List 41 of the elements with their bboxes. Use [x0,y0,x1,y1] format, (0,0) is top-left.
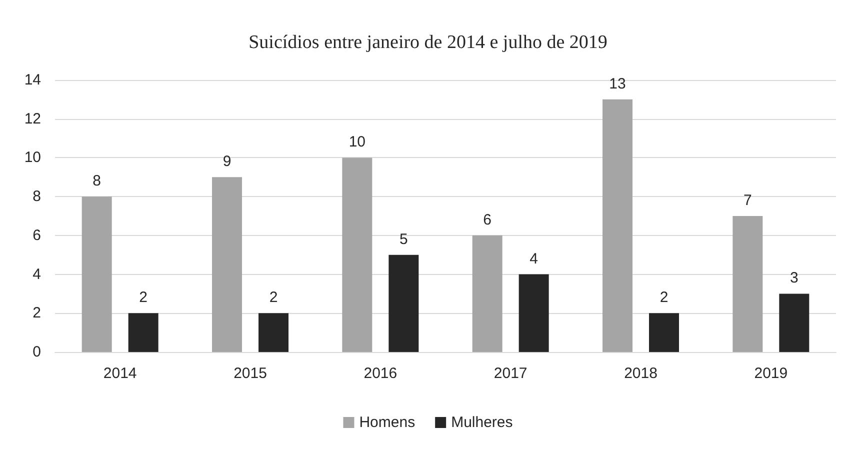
bar [212,177,242,352]
bar [128,313,158,352]
x-tick-label: 2014 [103,365,137,382]
bar [342,158,372,352]
data-label: 7 [743,192,752,209]
y-tick-label: 12 [24,110,41,128]
y-tick-label: 2 [32,304,41,322]
legend-label: Homens [359,414,416,431]
data-label: 2 [139,289,148,306]
bar [82,196,112,352]
data-label: 3 [790,270,798,287]
bar [472,235,502,352]
bar [518,274,549,352]
data-label: 5 [399,230,408,248]
bar [602,99,632,352]
bar [779,294,810,352]
x-tick-label: 2016 [364,365,398,382]
x-tick-label: 2015 [234,365,267,382]
x-tick-label: 2018 [624,365,658,382]
bar [388,254,419,352]
y-tick-label: 14 [24,72,41,88]
bar [732,216,763,352]
data-label: 4 [530,250,538,268]
data-label: 9 [222,153,232,170]
x-tick-label: 2019 [754,365,788,382]
data-label: 13 [609,75,626,92]
legend-label: Mulheres [451,414,513,431]
data-label: 2 [269,289,278,306]
data-label: 2 [660,289,668,306]
y-tick-label: 4 [32,266,41,283]
data-label: 8 [92,172,102,190]
bar [258,313,288,352]
y-tick-label: 6 [32,226,41,244]
chart-title: Suicídios entre janeiro de 2014 e julho de 2019 [248,32,608,53]
x-tick-label: 2017 [494,365,528,382]
data-label: 6 [483,211,492,228]
y-tick-label: 0 [32,344,41,360]
bar [649,313,679,352]
data-label: 10 [348,134,366,151]
y-tick-label: 8 [32,188,41,206]
y-tick-label: 10 [24,149,41,166]
